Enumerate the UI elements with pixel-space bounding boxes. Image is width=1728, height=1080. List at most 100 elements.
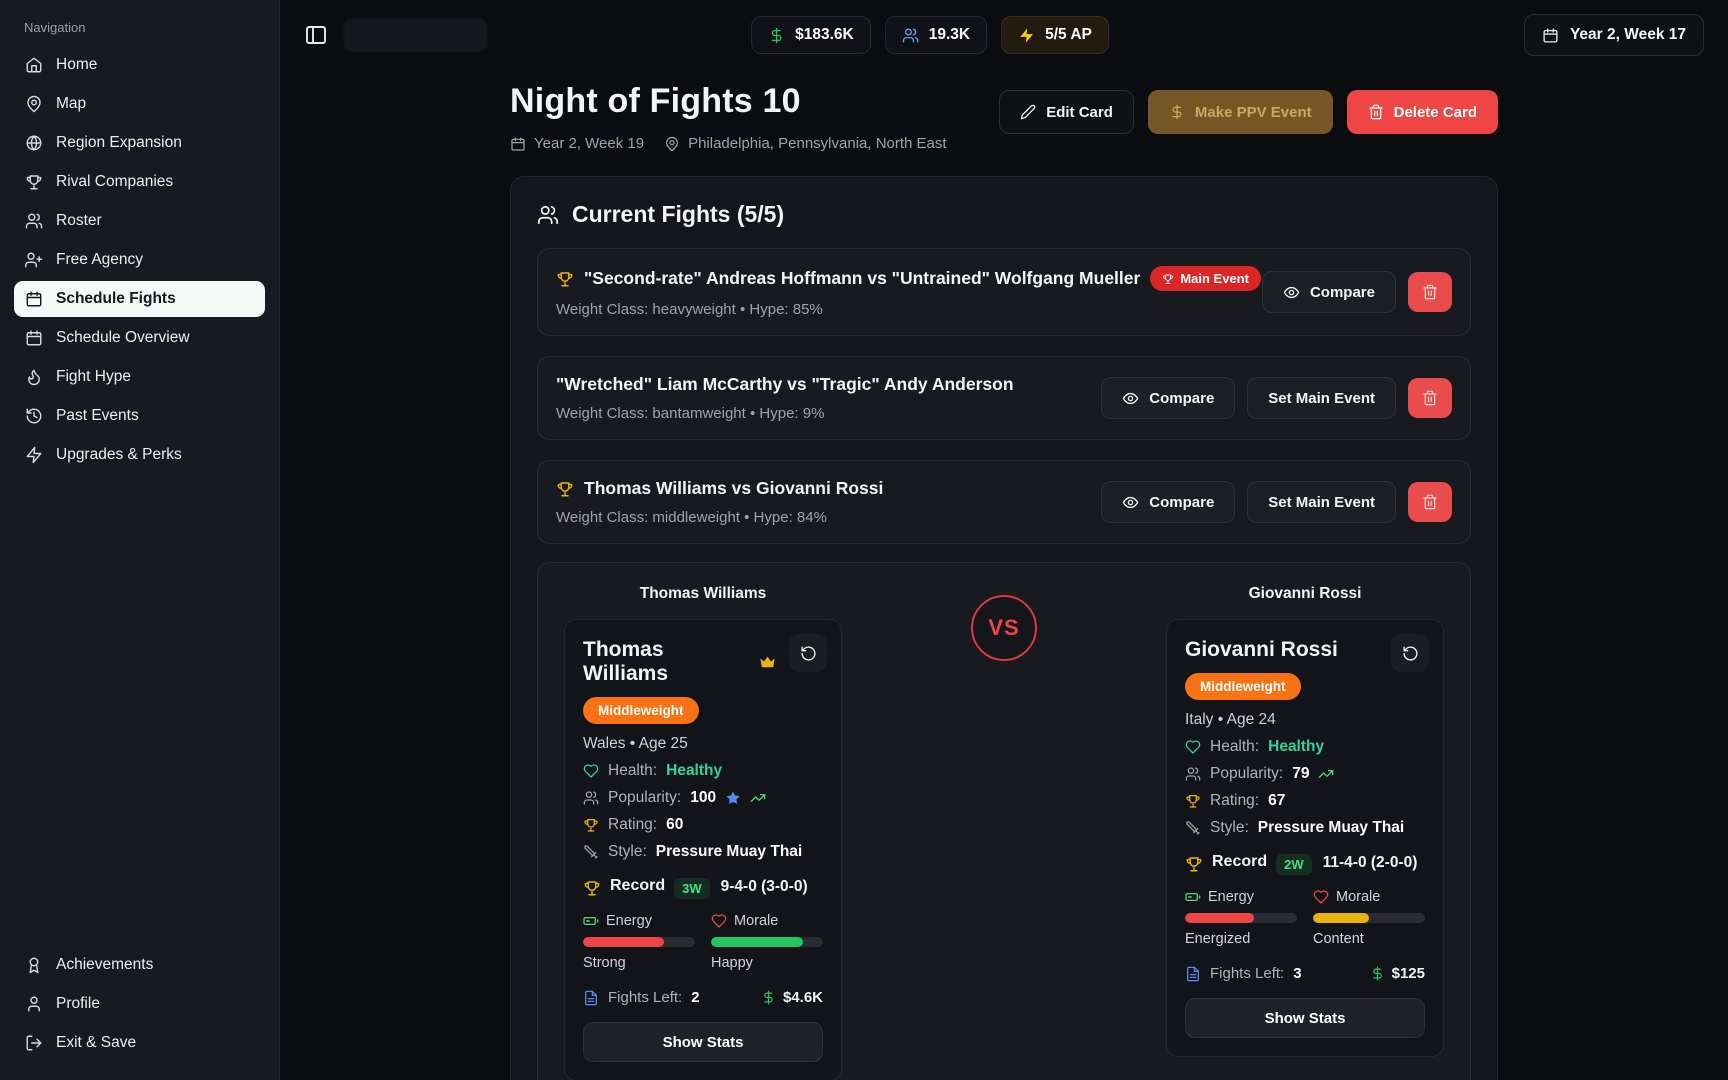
fight-comparison-panel: VS Thomas Williams Thomas Williams — [537, 562, 1471, 1080]
fighter-column-label: Thomas Williams — [639, 585, 767, 602]
current-fights-title: Current Fights (5/5) — [537, 201, 1471, 228]
dollar-icon — [1370, 966, 1385, 981]
fighter-card: Giovanni Rossi Middleweight Italy • Age … — [1166, 619, 1444, 1057]
sidebar-item-label: Rival Companies — [56, 173, 174, 190]
calendar-icon — [25, 290, 43, 308]
morale-bar — [711, 937, 823, 947]
delete-card-button[interactable]: Delete Card — [1346, 90, 1498, 134]
map-pin-icon — [664, 136, 680, 152]
users-icon — [25, 212, 43, 230]
trophy-icon — [583, 817, 599, 833]
vs-badge: VS — [971, 595, 1037, 661]
show-stats-button[interactable]: Show Stats — [1185, 998, 1425, 1038]
eye-icon — [1122, 494, 1139, 511]
file-text-icon — [583, 990, 599, 1006]
remove-fight-button[interactable] — [1408, 378, 1452, 418]
sidebar-item-label: Schedule Fights — [56, 290, 176, 307]
crown-icon — [758, 653, 777, 672]
sidebar-item-rival-companies[interactable]: Rival Companies — [14, 164, 265, 200]
sidebar-item-label: Region Expansion — [56, 134, 182, 151]
win-streak-badge: 2W — [1276, 854, 1312, 875]
health-row: Health: Healthy — [1185, 738, 1425, 756]
sidebar-item-label: Roster — [56, 212, 102, 229]
remove-fight-button[interactable] — [1408, 482, 1452, 522]
users-icon — [1185, 766, 1201, 782]
battery-icon — [583, 913, 599, 929]
map-pin-icon — [25, 95, 43, 113]
morale-block: Morale Happy — [711, 913, 823, 971]
fights-left-value: 3 — [1293, 965, 1302, 982]
sidebar-item-home[interactable]: Home — [14, 47, 265, 83]
award-icon — [25, 956, 43, 974]
globe-icon — [25, 134, 43, 152]
set-main-event-button[interactable]: Set Main Event — [1247, 377, 1396, 419]
health-value: Healthy — [666, 762, 723, 779]
current-date-pill: Year 2, Week 17 — [1523, 14, 1704, 56]
purse-value: $4.6K — [782, 989, 823, 1006]
fighter-column-left: Thomas Williams Thomas Williams Middlewe… — [564, 585, 842, 1080]
sidebar-item-label: Profile — [56, 995, 100, 1012]
fights-left-row: Fights Left: 3 — [1185, 965, 1302, 982]
dollar-icon — [761, 990, 776, 1005]
purse-row: $125 — [1370, 965, 1425, 982]
sidebar-toggle-icon[interactable] — [304, 23, 328, 47]
fight-title: Thomas Williams vs Giovanni Rossi — [584, 478, 884, 498]
fight-row[interactable]: Thomas Williams vs Giovanni Rossi Weight… — [537, 460, 1471, 544]
trophy-icon — [1185, 793, 1201, 809]
fight-row[interactable]: "Wretched" Liam McCarthy vs "Tragic" And… — [537, 356, 1471, 440]
main-event-badge: Main Event — [1150, 266, 1261, 291]
sidebar-item-schedule-fights[interactable]: Schedule Fights — [14, 281, 265, 317]
sidebar-item-profile[interactable]: Profile — [14, 986, 265, 1022]
set-main-event-button[interactable]: Set Main Event — [1247, 481, 1396, 523]
fight-details: Weight Class: middleweight • Hype: 84% — [556, 509, 827, 526]
eye-icon — [1283, 284, 1300, 301]
heart-icon — [711, 913, 727, 929]
heart-icon — [1185, 739, 1201, 755]
make-ppv-event-button[interactable]: Make PPV Event — [1147, 90, 1333, 134]
sidebar-item-label: Exit & Save — [56, 1034, 137, 1051]
sidebar-item-region-expansion[interactable]: Region Expansion — [14, 125, 265, 161]
energy-bar — [1185, 913, 1297, 923]
sidebar-item-past-events[interactable]: Past Events — [14, 398, 265, 434]
sidebar-item-fight-hype[interactable]: Fight Hype — [14, 359, 265, 395]
compare-button[interactable]: Compare — [1101, 377, 1236, 419]
sidebar-item-exit-save[interactable]: Exit & Save — [14, 1025, 265, 1061]
popularity-row: Popularity: 79 — [1185, 765, 1425, 783]
sidebar-item-upgrades-perks[interactable]: Upgrades & Perks — [14, 437, 265, 473]
compare-button[interactable]: Compare — [1101, 481, 1236, 523]
pencil-icon — [1020, 104, 1036, 120]
sidebar-item-free-agency[interactable]: Free Agency — [14, 242, 265, 278]
zap-icon — [25, 446, 43, 464]
refresh-fighter-button[interactable] — [789, 634, 827, 672]
compare-button[interactable]: Compare — [1261, 271, 1396, 313]
topbar-status-pills: $183.6K 19.3K 5/5 AP — [751, 16, 1109, 54]
edit-card-button[interactable]: Edit Card — [999, 90, 1134, 134]
home-icon — [25, 56, 43, 74]
remove-fight-button[interactable] — [1408, 272, 1452, 312]
fight-details: Weight Class: bantamweight • Hype: 9% — [556, 405, 825, 422]
heart-icon — [1313, 889, 1329, 905]
sidebar-item-achievements[interactable]: Achievements — [14, 947, 265, 983]
style-value: Pressure Muay Thai — [1257, 819, 1405, 836]
trash-icon — [1422, 390, 1438, 406]
sword-icon — [583, 844, 599, 860]
topbar: $183.6K 19.3K 5/5 AP Year 2, Week 17 — [280, 0, 1728, 70]
show-stats-button[interactable]: Show Stats — [583, 1022, 823, 1062]
user-plus-icon — [25, 251, 43, 269]
sidebar-item-schedule-overview[interactable]: Schedule Overview — [14, 320, 265, 356]
fight-row[interactable]: "Second-rate" Andreas Hoffmann vs "Untra… — [537, 248, 1471, 336]
fighter-name: Thomas Williams — [583, 638, 669, 685]
sidebar-item-roster[interactable]: Roster — [14, 203, 265, 239]
record-row: Record 3W 9-4-0 (3-0-0) — [583, 877, 823, 899]
record-row: Record 2W 11-4-0 (2-0-0) — [1185, 853, 1425, 875]
sidebar-section-label: Navigation — [24, 20, 86, 35]
event-header-buttons: Edit Card Make PPV Event Delete Card — [999, 90, 1498, 134]
fight-title: "Second-rate" Andreas Hoffmann vs "Untra… — [584, 268, 1141, 288]
purse-value: $125 — [1391, 965, 1425, 982]
rating-row: Rating: 67 — [1185, 792, 1425, 810]
morale-block: Morale Content — [1313, 889, 1425, 947]
rating-row: Rating: 60 — [583, 816, 823, 834]
refresh-fighter-button[interactable] — [1391, 634, 1429, 672]
sidebar-item-map[interactable]: Map — [14, 86, 265, 122]
sidebar-item-label: Home — [56, 56, 98, 73]
